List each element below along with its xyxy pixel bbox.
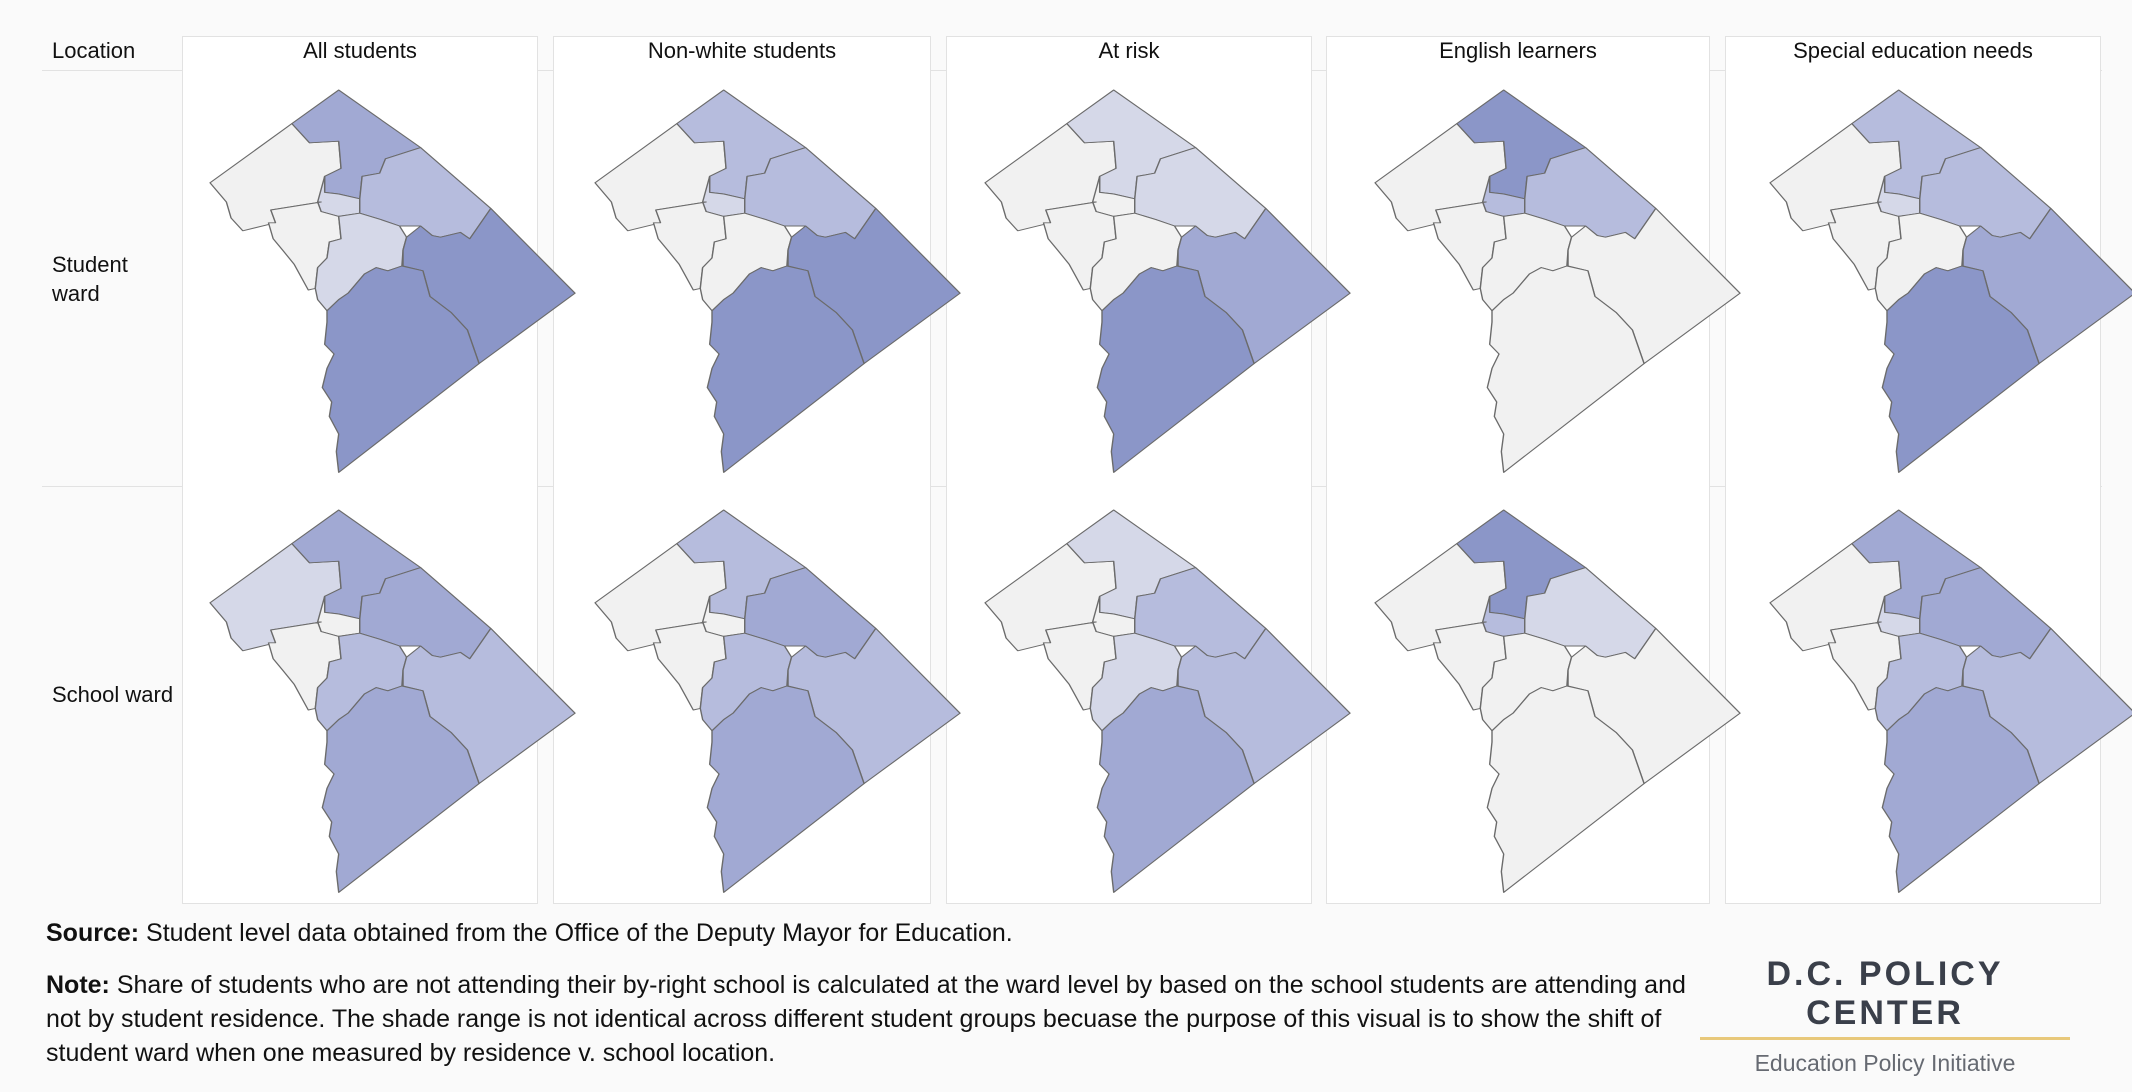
ward-southeast bbox=[1096, 685, 1255, 893]
column-header-special-education-needs: Special education needs bbox=[1793, 38, 2033, 63]
column-header-non-white-students: Non-white students bbox=[647, 38, 837, 63]
ward-map-student-ward-non-white-students bbox=[594, 89, 961, 473]
note-text: Share of students who are not attending … bbox=[46, 971, 1686, 1067]
column-header-at-risk: At risk bbox=[1098, 38, 1160, 63]
source-line: Source: Student level data obtained from… bbox=[46, 916, 1686, 950]
ward-map-school-ward-at-risk bbox=[984, 509, 1351, 893]
location-header: Location bbox=[52, 38, 136, 63]
brand-subtitle: Education Policy Initiative bbox=[1754, 1050, 2016, 1076]
note-label: Note: bbox=[46, 971, 110, 999]
ward-map-student-ward-english-learners bbox=[1374, 89, 1741, 473]
note-line: Note: Share of students who are not atte… bbox=[46, 968, 1686, 1070]
ward-southeast bbox=[1881, 265, 2040, 473]
ward-southeast bbox=[1486, 685, 1645, 893]
ward-southeast bbox=[706, 265, 865, 473]
source-text: Student level data obtained from the Off… bbox=[139, 919, 1013, 947]
ward-southeast bbox=[321, 265, 480, 473]
row-label-school-ward: School ward bbox=[52, 682, 174, 707]
brand-name: D.C. POLICY CENTER bbox=[1766, 955, 2004, 1032]
ward-southeast bbox=[706, 685, 865, 893]
brand-underline bbox=[1700, 1037, 2070, 1040]
ward-southeast bbox=[1096, 265, 1255, 473]
ward-map-school-ward-non-white-students bbox=[594, 509, 961, 893]
source-label: Source: bbox=[46, 919, 140, 947]
footer-notes: Source: Student level data obtained from… bbox=[46, 916, 1686, 1070]
ward-southeast bbox=[1881, 685, 2040, 893]
ward-southeast bbox=[1486, 265, 1645, 473]
column-header-english-learners: English learners bbox=[1439, 38, 1597, 63]
ward-map-school-ward-english-learners bbox=[1374, 509, 1741, 893]
ward-map-school-ward-special-education-needs bbox=[1769, 509, 2132, 893]
ward-southeast bbox=[321, 685, 480, 893]
dc-policy-center-logo: D.C. POLICY CENTER Education Policy Init… bbox=[1690, 955, 2080, 1077]
ward-map-school-ward-all-students bbox=[209, 509, 576, 893]
column-header-all-students: All students bbox=[303, 38, 417, 63]
ward-map-student-ward-at-risk bbox=[984, 89, 1351, 473]
ward-map-student-ward-all-students bbox=[209, 89, 576, 473]
ward-map-student-ward-special-education-needs bbox=[1769, 89, 2132, 473]
ward-map-grid: Location All students Non-white students… bbox=[42, 36, 2132, 904]
row-label-student-ward: Student ward bbox=[52, 252, 128, 306]
